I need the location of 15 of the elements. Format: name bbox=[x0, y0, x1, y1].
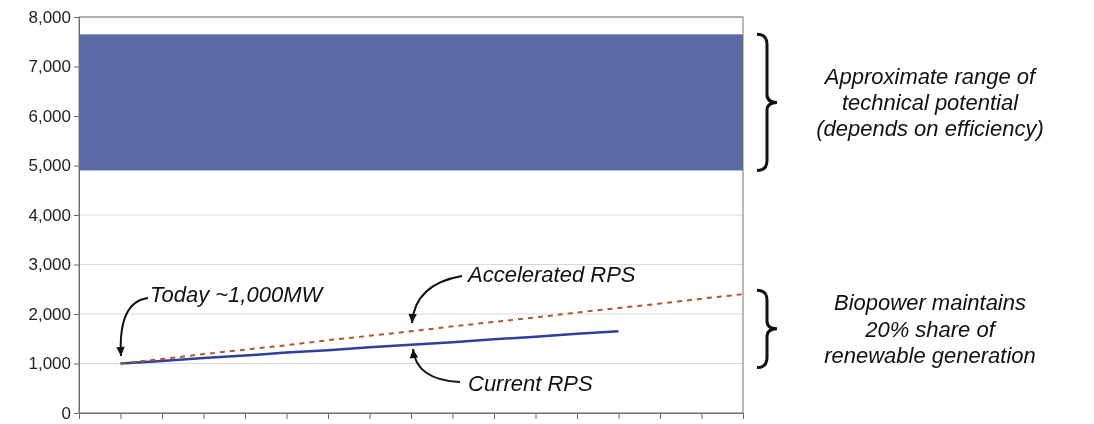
y-tick-label: 0 bbox=[61, 403, 71, 423]
text: Approximate range of technical potential (depends on efficiency) bbox=[816, 63, 1044, 142]
annotation: Current RPS bbox=[468, 371, 594, 396]
y-tick-label: 7,000 bbox=[28, 57, 71, 77]
y-tick-label: 4,000 bbox=[28, 205, 71, 225]
y-tick-label: 6,000 bbox=[28, 106, 71, 126]
annotation: Today ~1,000MW bbox=[150, 282, 325, 307]
y-tick-label: 2,000 bbox=[28, 304, 71, 324]
y-tick-label: 3,000 bbox=[28, 255, 71, 275]
y-tick-label: 1,000 bbox=[28, 354, 71, 374]
text: Biopower maintains 20% share of renewable generation bbox=[824, 290, 1036, 368]
y-tick-label: 5,000 bbox=[28, 156, 71, 176]
line-series bbox=[119, 330, 620, 365]
y-tick-label: 8,000 bbox=[28, 7, 71, 27]
annotation: Accelerated RPS bbox=[466, 262, 636, 287]
